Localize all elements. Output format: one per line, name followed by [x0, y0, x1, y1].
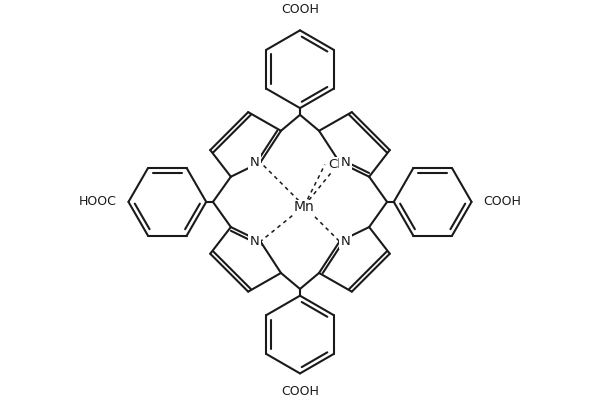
Text: COOH: COOH: [281, 3, 319, 16]
Text: Cl: Cl: [328, 158, 341, 171]
Text: N: N: [340, 235, 350, 248]
Text: N: N: [250, 235, 260, 248]
Text: N: N: [250, 156, 260, 169]
Text: Mn: Mn: [294, 200, 314, 214]
Text: N: N: [340, 156, 350, 169]
Text: HOOC: HOOC: [79, 195, 117, 208]
Text: COOH: COOH: [281, 385, 319, 398]
Text: COOH: COOH: [483, 195, 521, 208]
